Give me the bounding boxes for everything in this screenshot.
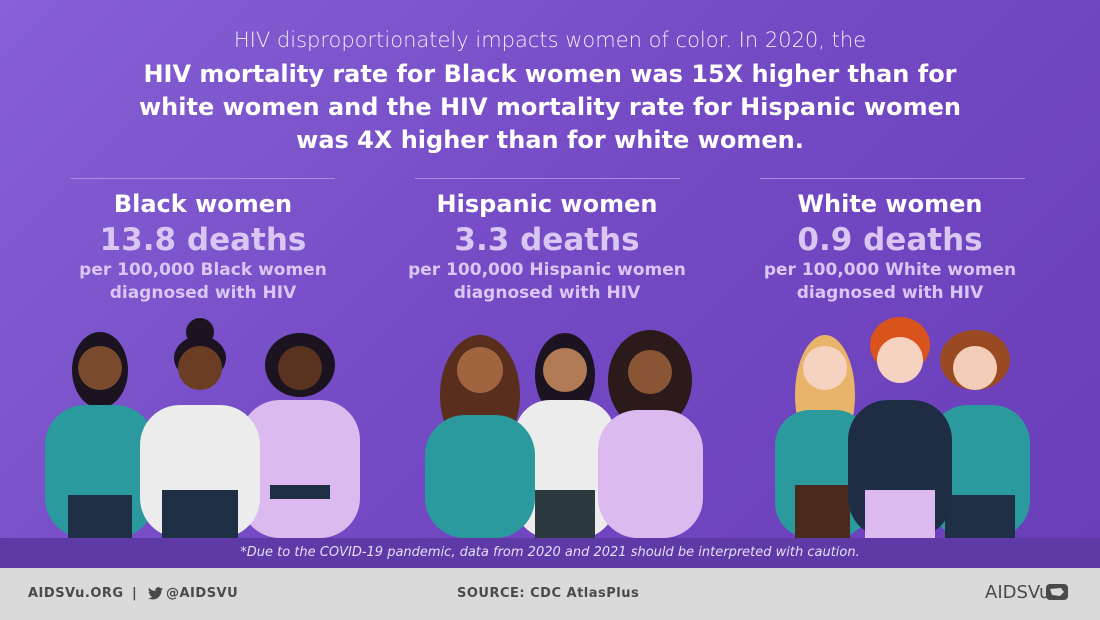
pants	[162, 490, 238, 538]
head	[457, 347, 503, 393]
head	[628, 350, 672, 394]
skirt	[865, 490, 935, 538]
divider	[415, 178, 680, 179]
group-sub: per 100,000 Hispanic women	[408, 260, 686, 280]
group-stat: 3.3 deaths	[454, 222, 640, 258]
headline-line: white women and the HIV mortality rate f…	[138, 93, 961, 121]
group-white: White women 0.9 deaths per 100,000 White…	[710, 190, 1070, 306]
head	[803, 346, 847, 390]
head	[877, 337, 923, 383]
site-link[interactable]: AIDSVu.ORG	[28, 586, 124, 601]
skirt	[795, 485, 850, 538]
belt	[270, 485, 330, 499]
twitter-glyph	[148, 587, 163, 600]
group-sub: diagnosed with HIV	[453, 283, 641, 303]
group-title: Black women	[113, 190, 293, 218]
separator: |	[132, 586, 138, 601]
source: SOURCE: CDC AtlasPlus	[457, 586, 640, 601]
group-sub: per 100,000 White women	[763, 260, 1017, 280]
torso	[598, 410, 703, 538]
group-title: White women	[797, 190, 983, 218]
group-stat: 0.9 deaths	[797, 222, 983, 258]
footnote: *Due to the COVID-19 pandemic, data from…	[0, 538, 1100, 568]
footer: AIDSVu.ORG | @AIDSVU SOURCE: CDC AtlasPl…	[0, 568, 1100, 620]
head	[78, 346, 122, 390]
pants	[535, 490, 595, 538]
twitter-handle[interactable]: @AIDSVU	[166, 586, 239, 601]
group-sub: per 100,000 Black women	[79, 260, 327, 280]
logo-icon	[1046, 584, 1068, 600]
pants	[945, 495, 1015, 538]
logo-map	[1050, 588, 1064, 596]
headline-line: was 4X higher than for white women.	[296, 126, 804, 154]
logo: AIDSVu	[985, 582, 1051, 603]
head	[178, 346, 222, 390]
group-sub: diagnosed with HIV	[796, 283, 984, 303]
torso	[240, 400, 360, 538]
divider	[70, 178, 335, 179]
twitter-icon	[148, 587, 163, 600]
group-black: Black women 13.8 deaths per 100,000 Blac…	[23, 190, 383, 306]
divider	[760, 178, 1025, 179]
head	[278, 346, 322, 390]
group-hispanic: Hispanic women 3.3 deaths per 100,000 Hi…	[367, 190, 727, 306]
headline-line: HIV mortality rate for Black women was 1…	[143, 60, 957, 88]
head	[953, 346, 997, 390]
intro-text: HIV disproportionately impacts women of …	[233, 28, 867, 52]
group-stat: 13.8 deaths	[99, 222, 307, 258]
torso	[425, 415, 535, 538]
pants	[68, 495, 132, 538]
group-title: Hispanic women	[436, 190, 658, 218]
group-sub: diagnosed with HIV	[109, 283, 297, 303]
head	[543, 348, 587, 392]
